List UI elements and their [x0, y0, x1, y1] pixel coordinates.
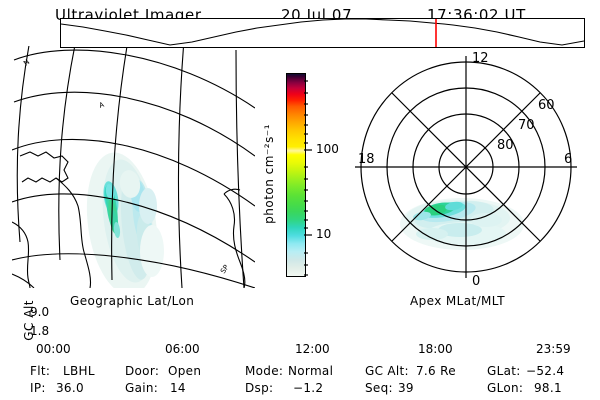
status-flt-value: LBHL [63, 364, 95, 378]
polar-mlt-label-12: 12 [472, 51, 489, 66]
orbit-xtick-3: 18:00 [418, 342, 453, 356]
colorbar-unit-label: photon cm⁻²s⁻¹ [262, 124, 276, 224]
map-graticule-meridians [16, 46, 245, 288]
status-gcalt-label: GC Alt: [365, 364, 409, 378]
polar-mlt-label-6: 6 [564, 152, 572, 167]
polar-mlat-label-70: 70 [518, 118, 535, 133]
status-door-value: Open [168, 364, 202, 378]
orbit-xtick-0: 00:00 [36, 342, 71, 356]
geographic-map-panel[interactable]: N A SP [12, 46, 255, 288]
colorbar-tick-marks [304, 80, 312, 276]
map-coastlines [12, 151, 246, 288]
status-mode-value: Normal [288, 364, 334, 378]
status-bar: Flt: LBHL Door: Open Mode: Normal GC Alt… [0, 364, 600, 400]
svg-text:N: N [22, 58, 31, 68]
polar-panel-caption: Apex MLat/MLT [410, 294, 505, 308]
polar-spokes [355, 56, 577, 278]
map-graticule-parallels [12, 49, 255, 288]
orbit-xtick-2: 12:00 [295, 342, 330, 356]
polar-mlt-label-0: 0 [472, 274, 480, 289]
aurora-emission-geo [86, 152, 164, 288]
polar-mlat-label-80: 80 [497, 138, 514, 153]
orbit-altitude-plot[interactable] [60, 18, 585, 48]
status-gain-value: 14 [170, 381, 186, 395]
status-gain-label: Gain: [125, 381, 159, 395]
geographic-map-svg: N A SP [12, 46, 255, 288]
colorbar-tick-label-10: 10 [316, 227, 332, 241]
orbit-altitude-curve [61, 19, 584, 47]
status-seq-label: Seq: [365, 381, 393, 395]
status-door-label: Door: [125, 364, 160, 378]
svg-text:SP: SP [219, 263, 231, 275]
status-dsp-label: Dsp: [245, 381, 274, 395]
polar-dial-svg: 12 18 6 0 60 70 80 [355, 51, 577, 289]
orbit-xtick-1: 06:00 [165, 342, 200, 356]
colorbar-tick-label-100: 100 [316, 142, 339, 156]
colorbar-group: photon cm⁻²s⁻¹ [262, 66, 354, 282]
polar-mlat-label-60: 60 [538, 98, 555, 113]
aurora-emission-polar [400, 198, 524, 250]
colorbar-gradient [286, 73, 306, 277]
status-glon-value: 98.1 [534, 381, 562, 395]
status-ip-value: 36.0 [56, 381, 84, 395]
orbit-xtick-4: 23:59 [536, 342, 571, 356]
orbit-ytick-max: 9.0 [30, 305, 50, 319]
map-annotations: N A SP [22, 58, 230, 275]
status-seq-value: 39 [398, 381, 414, 395]
orbit-ytick-min: 1.8 [30, 324, 50, 338]
status-dsp-value: −1.2 [293, 381, 324, 395]
status-flt-label: Flt: [30, 364, 51, 378]
polar-mlat-mlt-panel[interactable]: 12 18 6 0 60 70 80 [336, 42, 600, 290]
status-glat-label: GLat: [487, 364, 521, 378]
status-gcalt-value: 7.6 Re [416, 364, 456, 378]
geographic-panel-caption: Geographic Lat/Lon [70, 294, 195, 308]
status-ip-label: IP: [30, 381, 46, 395]
status-mode-label: Mode: [245, 364, 284, 378]
status-glon-label: GLon: [487, 381, 524, 395]
status-glat-value: −52.4 [526, 364, 565, 378]
polar-mlt-label-18: 18 [358, 152, 375, 167]
svg-text:A: A [98, 101, 105, 110]
